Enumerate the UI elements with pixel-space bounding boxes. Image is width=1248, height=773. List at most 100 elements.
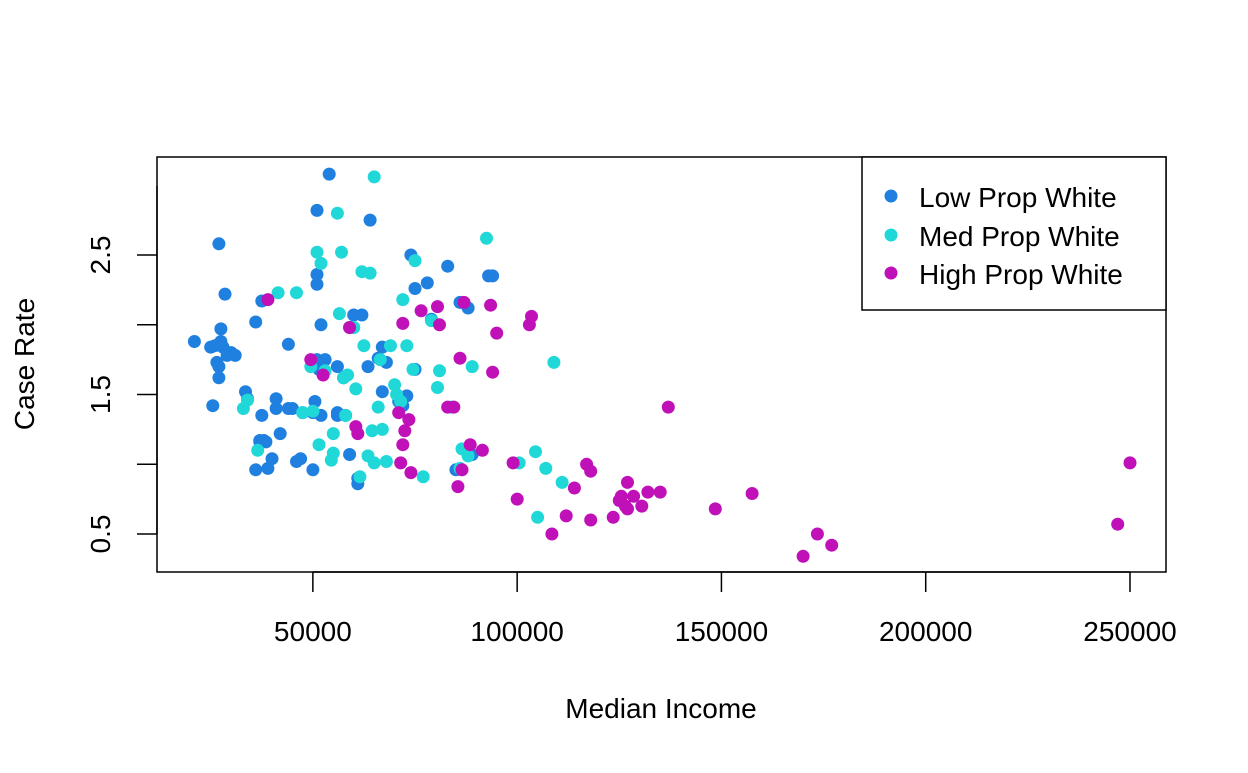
point-low-prop-white <box>257 434 271 447</box>
point-high-prop-white <box>506 456 520 470</box>
point-med-prop-white <box>529 445 542 459</box>
point-high-prop-white <box>455 463 469 477</box>
point-high-prop-white <box>343 321 357 334</box>
legend-box <box>861 156 1167 311</box>
point-high-prop-white <box>1111 517 1125 531</box>
x-tick-label: 50000 <box>274 616 352 647</box>
point-med-prop-white <box>339 408 353 422</box>
point-med-prop-white <box>371 400 385 414</box>
point-high-prop-white <box>627 489 641 503</box>
point-high-prop-white <box>402 413 416 427</box>
point-high-prop-white <box>261 293 275 307</box>
point-high-prop-white <box>653 485 667 499</box>
point-high-prop-white <box>433 318 446 332</box>
point-low-prop-white <box>310 277 324 291</box>
point-low-prop-white <box>330 360 344 374</box>
legend: Low Prop White Med Prop White High Prop … <box>861 156 1167 311</box>
point-med-prop-white <box>555 475 569 489</box>
point-low-prop-white <box>212 371 226 385</box>
point-high-prop-white <box>490 326 504 340</box>
point-med-prop-white <box>314 256 328 270</box>
point-med-prop-white <box>390 388 404 401</box>
point-high-prop-white <box>396 316 410 330</box>
point-low-prop-white <box>363 213 377 227</box>
point-high-prop-white <box>825 538 839 552</box>
point-med-prop-white <box>335 245 348 259</box>
data-points <box>187 167 1137 563</box>
point-high-prop-white <box>1123 456 1137 470</box>
point-low-prop-white <box>208 339 222 353</box>
point-med-prop-white <box>539 461 553 475</box>
point-med-prop-white <box>241 393 254 407</box>
legend-marker-high-prop-white <box>884 266 898 280</box>
legend-label-low-prop-white: Low Prop White <box>919 182 1117 213</box>
point-med-prop-white <box>465 360 479 374</box>
x-axis-label: Median Income <box>565 693 756 724</box>
point-low-prop-white <box>255 408 269 422</box>
point-low-prop-white <box>361 360 375 374</box>
point-high-prop-white <box>559 509 573 523</box>
point-high-prop-white <box>394 456 408 470</box>
point-med-prop-white <box>373 353 387 367</box>
point-high-prop-white <box>451 480 465 494</box>
point-med-prop-white <box>363 266 377 280</box>
point-low-prop-white <box>269 402 283 415</box>
point-med-prop-white <box>480 231 493 245</box>
point-med-prop-white <box>461 449 475 463</box>
point-med-prop-white <box>367 170 381 184</box>
x-tick-label: 250000 <box>1083 616 1176 647</box>
point-med-prop-white <box>367 456 381 470</box>
x-tick-label: 100000 <box>470 616 563 647</box>
legend-label-med-prop-white: Med Prop White <box>919 221 1120 252</box>
point-med-prop-white <box>332 307 346 321</box>
point-med-prop-white <box>375 422 389 436</box>
point-low-prop-white <box>306 463 320 477</box>
point-med-prop-white <box>330 206 344 220</box>
point-low-prop-white <box>375 385 389 399</box>
point-low-prop-white <box>228 348 242 362</box>
point-low-prop-white <box>212 360 226 374</box>
point-high-prop-white <box>510 492 524 506</box>
point-high-prop-white <box>457 295 471 309</box>
point-high-prop-white <box>621 475 634 489</box>
point-low-prop-white <box>218 287 232 301</box>
point-high-prop-white <box>745 487 759 500</box>
point-high-prop-white <box>621 502 634 516</box>
point-high-prop-white <box>486 365 500 379</box>
point-low-prop-white <box>408 282 422 295</box>
point-high-prop-white <box>304 353 318 367</box>
point-low-prop-white <box>343 448 357 461</box>
point-low-prop-white <box>206 399 220 413</box>
x-tick-label: 200000 <box>879 616 972 647</box>
point-high-prop-white <box>584 513 598 527</box>
point-med-prop-white <box>271 286 285 300</box>
point-high-prop-white <box>708 502 722 516</box>
point-low-prop-white <box>310 203 324 217</box>
point-med-prop-white <box>310 245 324 259</box>
point-med-prop-white <box>379 455 393 468</box>
point-high-prop-white <box>796 549 810 563</box>
point-high-prop-white <box>404 466 418 480</box>
point-low-prop-white <box>285 402 299 415</box>
point-low-prop-white <box>187 335 201 348</box>
point-med-prop-white <box>326 427 340 441</box>
point-high-prop-white <box>661 400 675 414</box>
point-med-prop-white <box>296 406 310 420</box>
point-high-prop-white <box>316 368 330 382</box>
point-high-prop-white <box>606 510 620 524</box>
point-med-prop-white <box>531 510 545 524</box>
point-med-prop-white <box>388 378 402 392</box>
point-high-prop-white <box>635 499 649 513</box>
y-axis: 0.5 1.5 2.5 <box>85 186 158 553</box>
point-high-prop-white <box>398 424 412 438</box>
point-low-prop-white <box>347 308 361 322</box>
point-med-prop-white <box>365 424 379 438</box>
point-low-prop-white <box>261 461 275 475</box>
point-low-prop-white <box>265 452 279 466</box>
point-low-prop-white <box>214 322 228 336</box>
point-low-prop-white <box>290 455 303 468</box>
point-high-prop-white <box>584 464 598 478</box>
point-low-prop-white <box>269 392 283 406</box>
